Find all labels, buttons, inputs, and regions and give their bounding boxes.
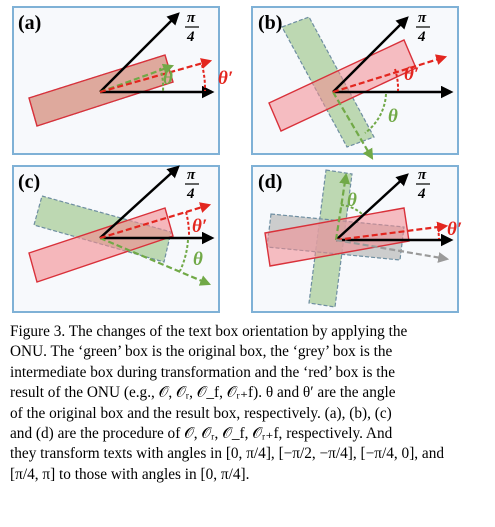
theta-prime-arc: [394, 68, 400, 92]
panel-d: (d) π 4 θ θ′: [251, 165, 462, 313]
panel-a: (a) π 4 θ θ′: [12, 6, 233, 155]
caption-line: they transform texts with angles in [0, …: [10, 445, 445, 463]
theta-arc: [340, 204, 363, 215]
pi-denominator: 4: [417, 186, 426, 202]
pi-denominator: 4: [186, 186, 195, 202]
theta-prime-arc: [201, 64, 207, 92]
theta-label: θ: [388, 106, 398, 127]
theta-prime-label: θ′: [218, 68, 233, 89]
pi-numerator: π: [418, 167, 427, 183]
pi-over-4-arrow: [99, 165, 180, 239]
theta-prime-arc: [437, 227, 440, 240]
theta-prime-arc: [185, 211, 191, 237]
red-box: [268, 39, 417, 132]
caption-line: [π/4, π] to those with angles in [0, π/4…: [10, 465, 250, 483]
panel-label: (d): [258, 171, 282, 193]
theta-arc: [159, 67, 165, 92]
pi-numerator: π: [187, 10, 196, 26]
panel-label: (a): [18, 12, 41, 34]
red-orientation-arrow: [99, 202, 212, 240]
caption-line: and (d) are the procedure of 𝒪, 𝒪ᵣ, 𝒪_f,…: [10, 425, 393, 443]
pi-over-4-arrow: [335, 173, 409, 241]
theta-prime-label: θ′: [404, 64, 419, 85]
caption-line: result of the ONU (e.g., 𝒪, 𝒪ᵣ, 𝒪_f, 𝒪ᵣ₊…: [10, 384, 396, 402]
theta-prime-label: θ′: [192, 216, 207, 237]
caption-line: Figure 3. The changes of the text box or…: [10, 323, 408, 340]
pi-denominator: 4: [417, 29, 426, 45]
theta-label: θ: [163, 68, 173, 89]
panel-label: (c): [18, 171, 40, 193]
grey-orientation-arrow: [335, 238, 450, 263]
figure-diagram: (a) π 4 θ θ′ (b) π 4 θ θ′: [12, 6, 462, 313]
pi-over-4-arrow: [99, 12, 180, 93]
panel-label: (b): [258, 12, 282, 34]
red-orientation-arrow: [332, 54, 448, 94]
theta-label: θ: [193, 249, 203, 270]
pi-numerator: π: [187, 167, 196, 183]
red-orientation-arrow: [335, 221, 449, 242]
pi-numerator: π: [418, 10, 427, 26]
caption-line: of the original box and the result box, …: [10, 404, 392, 422]
theta-arc: [179, 239, 189, 272]
theta-prime-label: θ′: [447, 219, 462, 240]
pi-denominator: 4: [186, 29, 195, 45]
green-orientation-arrow: [334, 172, 351, 241]
panel-c: (c) π 4 θ θ′: [12, 165, 220, 313]
pi-over-4-arrow: [332, 16, 409, 93]
caption-line: intermediate box during transformation a…: [10, 363, 395, 381]
red-orientation-arrow: [99, 58, 213, 94]
caption-line: ONU. The ‘green’ box is the original box…: [10, 343, 393, 361]
figure-caption: Figure 3. The changes of the text box or…: [10, 322, 488, 485]
green-orientation-arrow: [99, 236, 212, 286]
panel-b: (b) π 4 θ θ′: [251, 6, 459, 160]
theta-label: θ: [347, 190, 357, 211]
green-orientation-arrow: [332, 91, 374, 160]
theta-arc: [364, 93, 387, 134]
